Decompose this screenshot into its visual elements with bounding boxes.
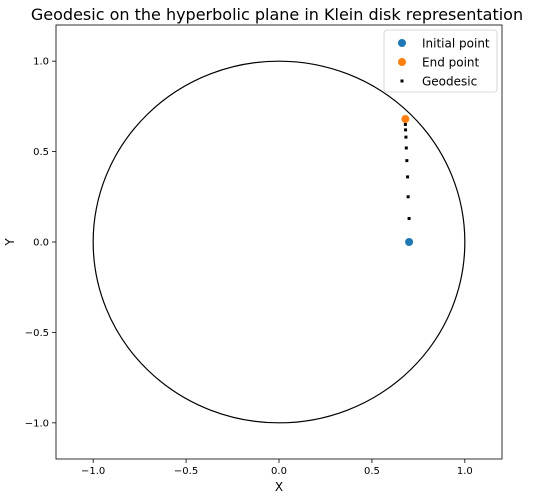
legend: Initial point End point Geodesic <box>383 29 498 93</box>
legend-entry: Geodesic <box>400 75 477 89</box>
plot-area <box>56 25 502 459</box>
legend-entry: End point <box>398 56 480 70</box>
boundary-circle <box>92 60 466 424</box>
legend-swatch <box>398 39 406 47</box>
marks-layer <box>401 115 414 246</box>
legend-entry: Initial point <box>398 37 490 51</box>
y-tick-label: −1.0 <box>25 418 49 429</box>
geodesic-point <box>404 146 408 150</box>
y-tick-label: 1.0 <box>33 57 49 68</box>
x-tick-label: 0.5 <box>364 466 380 477</box>
x-axis: −1.0 −0.5 0.0 0.5 1.0 <box>81 459 473 477</box>
end-point-marker <box>401 115 410 124</box>
legend-label: Geodesic <box>422 75 477 89</box>
x-tick-label: 1.0 <box>457 466 473 477</box>
geodesic-point <box>406 175 410 179</box>
legend-label: Initial point <box>422 37 490 51</box>
legend-swatch <box>400 79 404 83</box>
chart-title: Geodesic on the hyperbolic plane in Klei… <box>31 5 523 24</box>
geodesic-point <box>406 195 410 199</box>
initial-point-marker <box>405 238 414 246</box>
legend-box <box>383 29 498 93</box>
y-tick-label: 0.5 <box>33 147 49 158</box>
x-axis-label: X <box>275 480 283 494</box>
geodesic-point <box>405 159 409 163</box>
geodesic-point <box>404 128 408 132</box>
y-axis-label: Y <box>3 238 17 247</box>
x-tick-label: −1.0 <box>81 466 105 477</box>
legend-swatch <box>398 58 406 66</box>
series-initial-point <box>405 238 414 246</box>
x-tick-label: −0.5 <box>174 466 198 477</box>
x-tick-label: 0.0 <box>271 466 287 477</box>
y-tick-label: −0.5 <box>25 328 49 339</box>
geodesic-point <box>407 216 411 220</box>
series-end-point <box>401 115 410 124</box>
geodesic-point <box>404 135 408 139</box>
y-tick-label: 0.0 <box>33 238 49 249</box>
y-axis: −1.0 −0.5 0.0 0.5 1.0 <box>25 57 56 429</box>
geodesic-point <box>403 122 407 126</box>
legend-label: End point <box>422 56 480 70</box>
